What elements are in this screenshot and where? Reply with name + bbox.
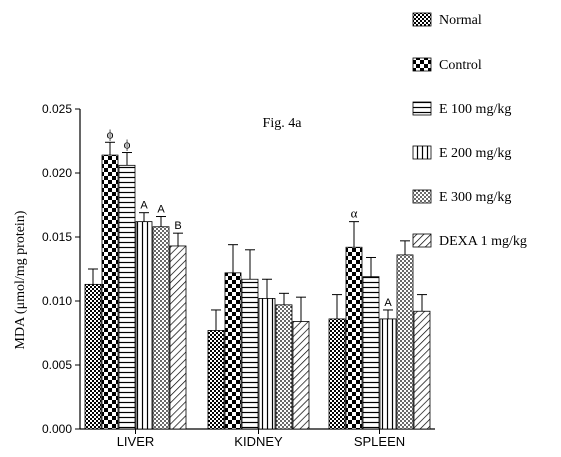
legend-swatch (412, 101, 432, 116)
bar (169, 245, 187, 430)
significance-label: ϕ (124, 137, 131, 152)
y-axis-label: MDA (μmol/mg protein) (13, 210, 28, 349)
bar (84, 283, 102, 430)
legend-swatch (412, 12, 432, 27)
x-tick-label: LIVER (117, 434, 155, 449)
bar (379, 318, 397, 430)
bar (207, 330, 225, 430)
y-tick-label: 0.020 (42, 166, 72, 180)
y-tick-label: 0.000 (42, 422, 72, 436)
y-tick-label: 0.015 (42, 230, 72, 244)
legend-swatch (412, 233, 432, 248)
legend-swatch (412, 189, 432, 204)
legend-entry: E 200 mg/kg (439, 146, 511, 161)
bar (292, 321, 310, 430)
legend-entry: DEXA 1 mg/kg (439, 234, 527, 249)
y-tick-label: 0.025 (42, 102, 72, 116)
significance-label: B (174, 220, 181, 232)
y-tick-label: 0.005 (42, 358, 72, 372)
bar (345, 246, 363, 430)
significance-label: A (140, 200, 148, 212)
significance-label: ϕ (107, 126, 114, 141)
x-tick-label: SPLEEN (354, 434, 405, 449)
significance-label: A (157, 204, 165, 216)
y-tick-label: 0.010 (42, 294, 72, 308)
legend-swatch (412, 57, 432, 72)
chart-title: Fig. 4a (263, 116, 303, 131)
bar (396, 254, 414, 430)
bar (413, 310, 431, 430)
legend-swatch (412, 145, 432, 160)
bar (135, 221, 153, 430)
bar (258, 298, 276, 430)
legend-entry: Control (439, 58, 482, 73)
significance-label: A (384, 297, 392, 309)
bar (241, 278, 259, 430)
bar (101, 154, 119, 430)
bar (362, 276, 380, 430)
bar (275, 304, 293, 430)
bar (224, 272, 242, 430)
x-tick-label: KIDNEY (234, 434, 283, 449)
significance-label: α (351, 206, 358, 221)
legend-entry: E 300 mg/kg (439, 190, 511, 205)
legend-entry: Normal (439, 13, 482, 28)
bar (152, 226, 170, 430)
legend-entry: E 100 mg/kg (439, 102, 511, 117)
bar (328, 318, 346, 430)
bar (118, 164, 136, 430)
